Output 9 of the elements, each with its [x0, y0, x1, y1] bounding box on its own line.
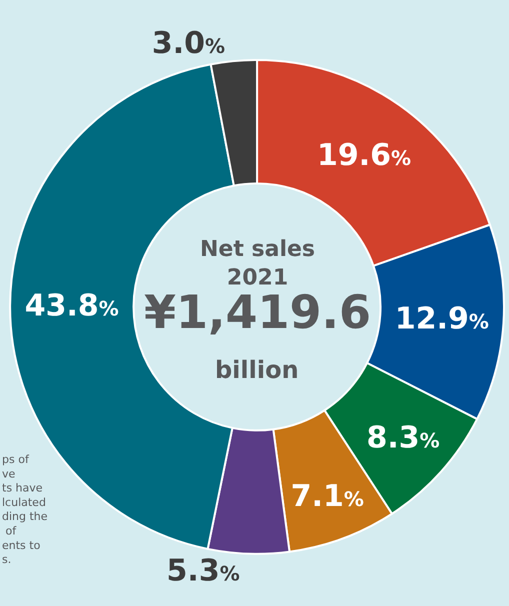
data-label: 19.6% [316, 138, 412, 174]
data-label: 3.0% [152, 26, 226, 62]
data-label: 8.3% [366, 420, 440, 456]
data-label: 5.3% [166, 554, 240, 589]
data-label: 7.1% [290, 479, 364, 514]
data-label: 12.9% [394, 302, 489, 337]
text: ps of ve ts have lculated ding the of ents to s. [2, 453, 48, 566]
text: billion [215, 356, 299, 384]
data-label: 43.8% [24, 288, 119, 324]
